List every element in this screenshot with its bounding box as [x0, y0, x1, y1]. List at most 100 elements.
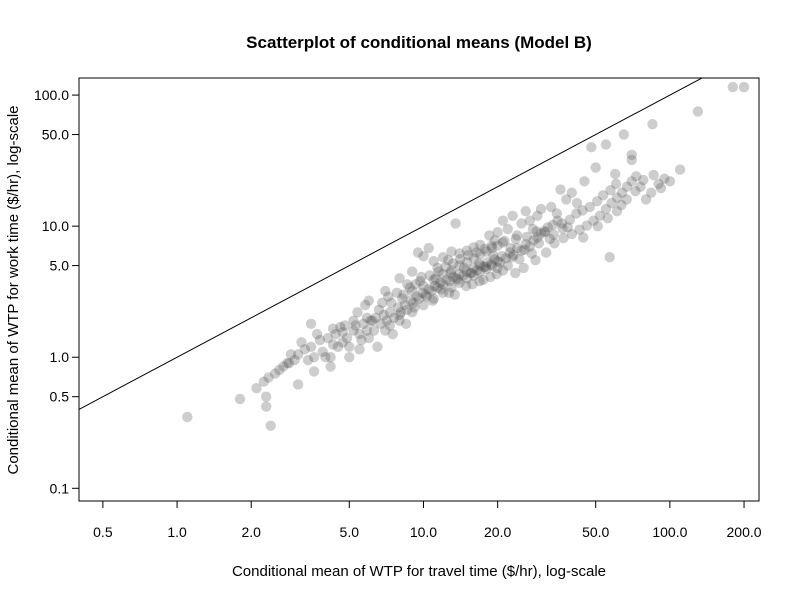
data-point	[648, 169, 659, 181]
data-point	[527, 223, 539, 235]
data-point	[489, 254, 500, 265]
data-point	[653, 178, 664, 190]
data-point	[468, 242, 479, 253]
data-point	[467, 279, 478, 290]
data-point	[621, 194, 632, 205]
data-point	[468, 270, 479, 281]
data-point	[348, 315, 359, 326]
data-point	[361, 312, 373, 323]
data-point	[562, 222, 573, 233]
data-point	[530, 255, 541, 266]
data-point	[581, 220, 592, 231]
y-axis: 0.1 0.5 1.0 5.0 10.0 50.0 100.0	[34, 87, 80, 496]
data-point	[412, 247, 424, 258]
data-point	[518, 262, 529, 274]
y-tick-label: 10.0	[42, 218, 69, 234]
data-point	[594, 210, 606, 221]
data-point	[251, 383, 262, 394]
data-point	[506, 252, 518, 263]
data-point	[448, 258, 459, 269]
data-point	[361, 325, 373, 336]
data-point	[308, 352, 320, 363]
data-point	[335, 321, 346, 333]
data-point	[489, 235, 501, 246]
data-point	[646, 187, 657, 198]
y-tick-label: 0.1	[50, 480, 70, 496]
data-point	[435, 277, 446, 288]
data-point	[504, 247, 515, 258]
data-point	[460, 280, 472, 292]
data-point	[611, 192, 623, 203]
data-point	[265, 420, 276, 431]
data-point	[292, 349, 304, 360]
data-point	[468, 253, 479, 264]
data-point	[378, 309, 389, 321]
data-point	[429, 280, 440, 292]
data-point	[600, 203, 612, 215]
data-point	[631, 171, 642, 182]
data-point	[461, 273, 473, 284]
data-point	[308, 366, 320, 377]
data-point	[475, 260, 486, 271]
data-point	[571, 208, 582, 219]
data-point	[285, 349, 297, 360]
data-point	[621, 181, 633, 192]
data-point	[410, 279, 421, 290]
data-point	[548, 229, 559, 240]
data-point	[606, 197, 617, 209]
data-point	[322, 332, 334, 344]
data-point	[428, 256, 439, 267]
data-point	[588, 215, 599, 226]
data-point	[441, 274, 452, 285]
data-point	[494, 257, 505, 268]
data-point	[426, 285, 437, 297]
data-point	[443, 255, 454, 266]
data-point	[367, 315, 378, 326]
data-point	[348, 325, 359, 336]
data-point	[535, 203, 547, 215]
data-point	[492, 227, 503, 238]
data-point	[618, 129, 629, 140]
data-point	[258, 376, 269, 387]
data-point	[532, 232, 543, 243]
data-point	[424, 270, 435, 281]
data-point	[502, 223, 513, 235]
data-point	[471, 265, 483, 276]
data-point	[610, 168, 621, 180]
data-point	[423, 242, 434, 254]
data-point	[463, 250, 474, 261]
data-point	[496, 251, 507, 262]
data-point	[626, 149, 637, 160]
data-point	[458, 262, 470, 274]
data-point	[363, 332, 374, 344]
data-point	[261, 391, 272, 402]
data-point	[486, 240, 497, 251]
data-point	[557, 223, 568, 234]
data-point	[354, 344, 365, 355]
data-point	[664, 176, 676, 187]
data-point	[373, 304, 385, 315]
data-point	[516, 245, 527, 256]
data-point	[444, 276, 456, 287]
data-point	[491, 269, 502, 280]
data-point	[388, 312, 400, 323]
data-point	[408, 297, 419, 308]
data-point	[478, 261, 490, 272]
data-point	[451, 273, 462, 284]
data-point	[528, 235, 539, 246]
data-point	[486, 242, 498, 254]
data-point	[521, 231, 533, 242]
data-point	[394, 315, 405, 326]
data-point	[500, 253, 512, 264]
data-point	[452, 274, 464, 285]
data-point	[478, 274, 489, 285]
data-point	[481, 263, 492, 275]
data-point	[519, 244, 530, 255]
data-point	[418, 280, 429, 292]
data-point	[327, 323, 339, 334]
data-point	[416, 271, 427, 283]
data-point	[409, 302, 420, 313]
data-point	[391, 287, 403, 298]
data-point	[492, 240, 503, 251]
data-point	[377, 297, 388, 308]
